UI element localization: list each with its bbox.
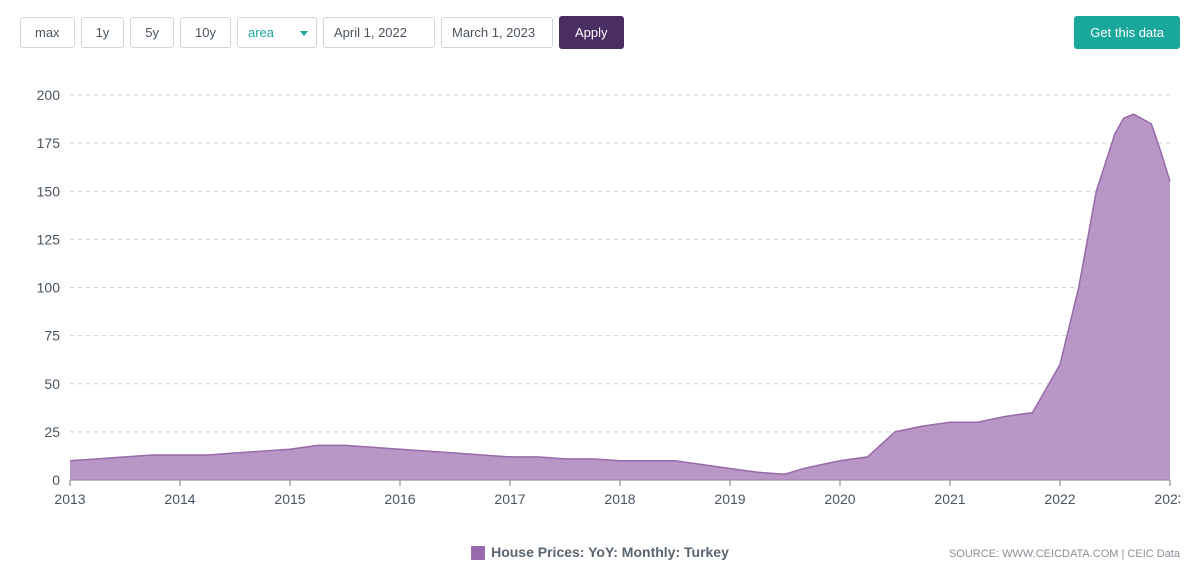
date-to-input[interactable]: March 1, 2023 [441,17,553,48]
legend-swatch [471,546,485,560]
get-data-button[interactable]: Get this data [1074,16,1180,49]
svg-text:150: 150 [37,183,61,199]
chart-source: SOURCE: WWW.CEICDATA.COM | CEIC Data [949,548,1180,560]
svg-text:2023: 2023 [1154,491,1180,507]
svg-text:100: 100 [37,280,61,296]
svg-text:2020: 2020 [824,491,855,507]
svg-text:50: 50 [44,376,60,392]
svg-text:2016: 2016 [384,491,415,507]
svg-text:200: 200 [37,87,61,103]
range-10y-button[interactable]: 10y [180,17,231,48]
date-from-input[interactable]: April 1, 2022 [323,17,435,48]
svg-text:2017: 2017 [494,491,525,507]
range-5y-button[interactable]: 5y [130,17,174,48]
legend-label: House Prices: YoY: Monthly: Turkey [491,544,729,560]
range-max-button[interactable]: max [20,17,75,48]
svg-text:2015: 2015 [274,491,305,507]
svg-text:2022: 2022 [1044,491,1075,507]
chart-toolbar: max 1y 5y 10y area April 1, 2022 March 1… [20,16,1180,49]
chart-area: 0 25 50 75 100 125 150 175 200 2013 2014 2015 2016 20… [20,70,1180,566]
svg-text:2013: 2013 [54,491,85,507]
svg-text:2014: 2014 [164,491,195,507]
svg-text:2018: 2018 [604,491,635,507]
svg-text:25: 25 [44,424,60,440]
chart-type-select[interactable]: area [237,17,317,48]
svg-text:2021: 2021 [934,491,965,507]
svg-text:2019: 2019 [714,491,745,507]
area-chart: 0 25 50 75 100 125 150 175 200 2013 2014 2015 2016 20… [20,70,1180,540]
svg-text:175: 175 [37,135,61,151]
svg-text:0: 0 [52,472,60,488]
svg-text:125: 125 [37,231,61,247]
svg-text:75: 75 [44,328,60,344]
apply-button[interactable]: Apply [559,16,624,49]
range-1y-button[interactable]: 1y [81,17,125,48]
